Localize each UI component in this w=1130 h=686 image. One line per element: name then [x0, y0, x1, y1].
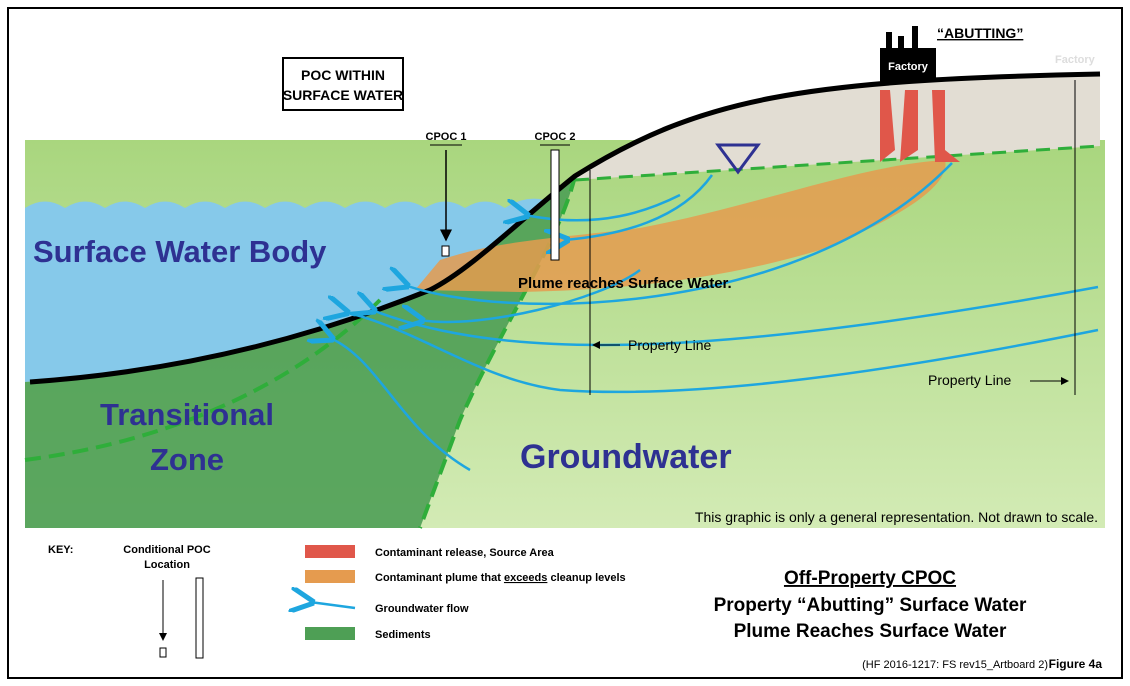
factory-faint: Factory — [1055, 54, 1096, 66]
cpoc2-label: CPOC 2 — [535, 131, 576, 143]
cpoc2-well — [551, 150, 559, 260]
figure-line: Property “Abutting” Surface Water — [714, 595, 1027, 616]
abutting-label: “ABUTTING” — [937, 25, 1023, 41]
key-swatch — [305, 545, 355, 558]
figure-line: Plume Reaches Surface Water — [734, 621, 1007, 642]
figure: Factory Factory “ABUTTING” POC WITHIN SU… — [0, 0, 1130, 686]
property-line-label: Property Line — [928, 372, 1011, 388]
key-marker — [160, 648, 166, 657]
disclaimer: This graphic is only a general represent… — [695, 509, 1098, 525]
transitional-label: Zone — [150, 442, 224, 477]
transitional-label: Transitional — [100, 397, 274, 432]
key-poc: Location — [144, 559, 190, 571]
key-well — [196, 578, 203, 658]
key-poc: Conditional POC — [123, 544, 210, 556]
figure-title: Off-Property CPOC — [784, 568, 956, 589]
figure-number: Figure 4a — [1049, 657, 1103, 671]
poc-box-line: SURFACE WATER — [283, 87, 403, 103]
factory-label: Factory — [888, 61, 929, 73]
key-item: Contaminant release, Source Area — [375, 547, 555, 559]
surface-water-label: Surface Water Body — [33, 234, 327, 269]
key-item: Groundwater flow — [375, 603, 469, 615]
key-swatch — [305, 627, 355, 640]
key-swatch — [305, 570, 355, 583]
key-text: exceeds — [504, 572, 547, 584]
cpoc1-marker — [442, 246, 449, 256]
key-title: KEY: — [48, 544, 73, 556]
key-text: Contaminant plume that — [375, 572, 504, 584]
property-line-label: Property Line — [628, 337, 711, 353]
key-item: Contaminant plume that exceeds cleanup l… — [375, 572, 626, 584]
key-text: cleanup levels — [547, 572, 625, 584]
key-item: Sediments — [375, 629, 431, 641]
groundwater-label: Groundwater — [520, 438, 732, 476]
plume-label: Plume reaches Surface Water. — [518, 275, 732, 292]
poc-box-line: POC WITHIN — [301, 67, 385, 83]
cpoc1-label: CPOC 1 — [426, 131, 467, 143]
figure-source: (HF 2016-1217: FS rev15_Artboard 2) — [862, 659, 1048, 671]
